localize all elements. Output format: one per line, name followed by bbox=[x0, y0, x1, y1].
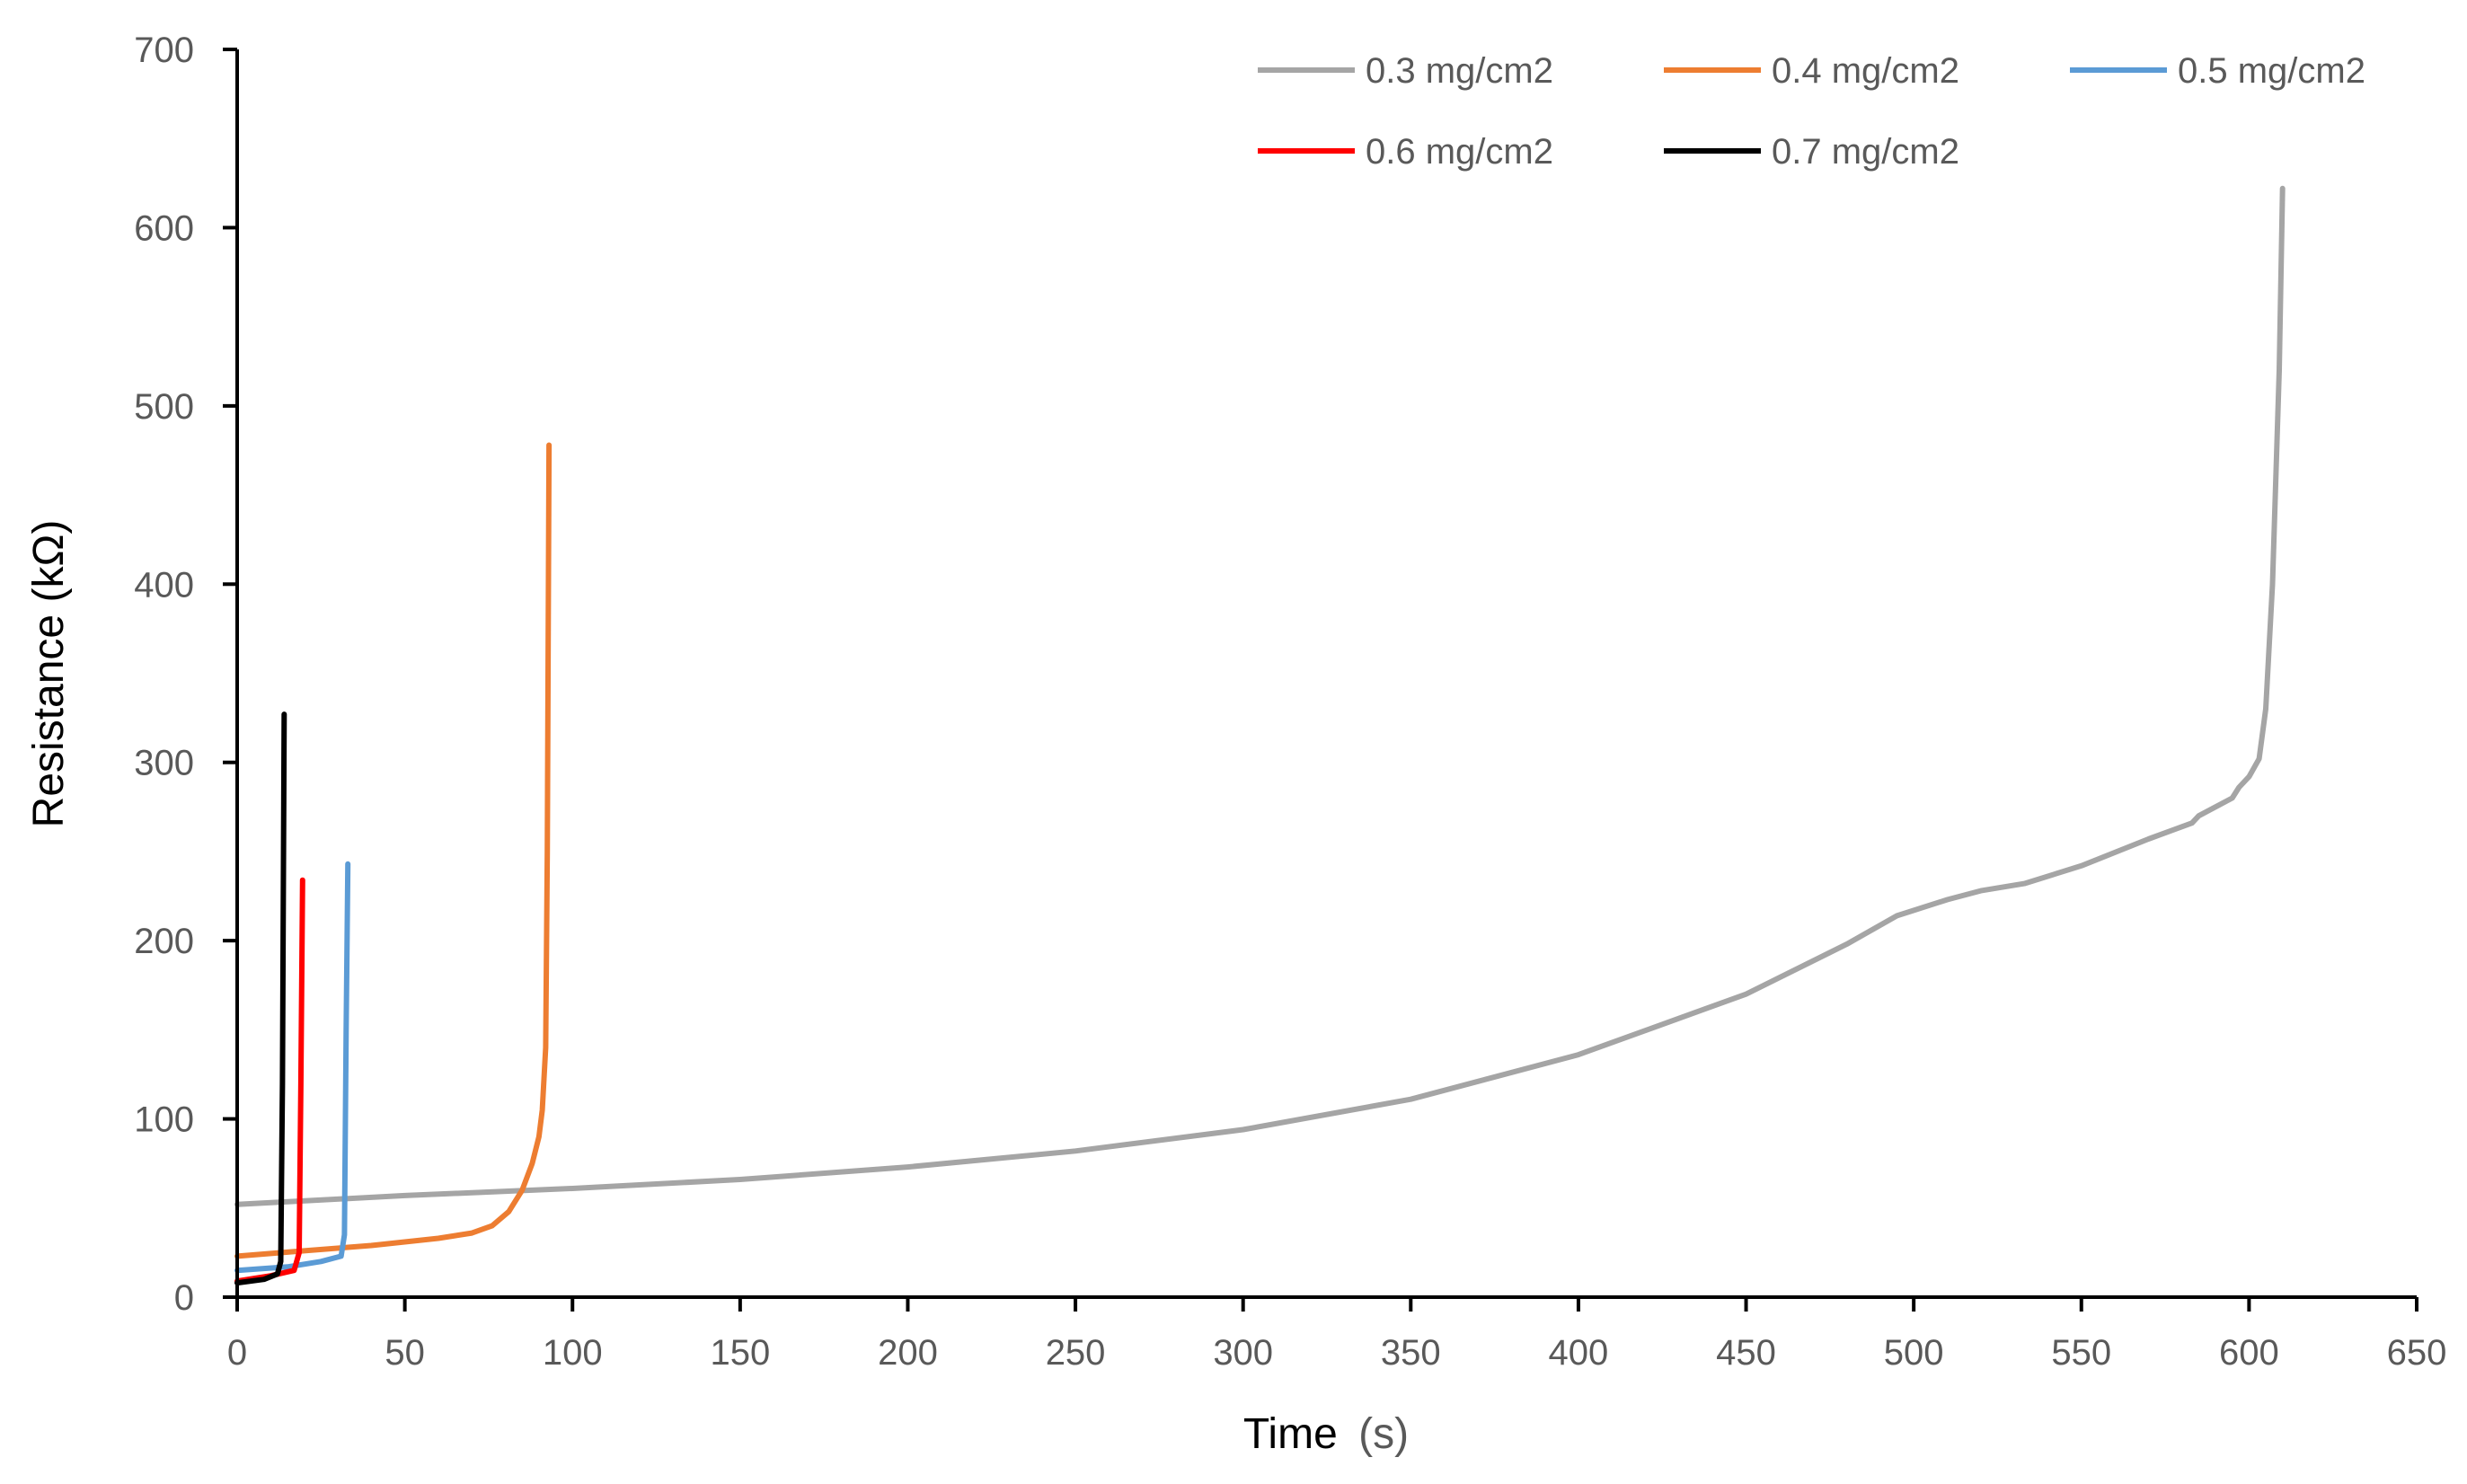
legend-item-0-4-mg-cm2: 0.4 mg/cm2 bbox=[1664, 51, 1959, 91]
x-tick-label: 100 bbox=[543, 1333, 603, 1373]
y-tick-label: 100 bbox=[134, 1100, 194, 1140]
x-tick-label: 550 bbox=[2051, 1333, 2111, 1373]
x-axis-title: Time (s) bbox=[1243, 1410, 1409, 1458]
legend-label: 0.6 mg/cm2 bbox=[1366, 132, 1553, 172]
x-axis-ticks: 0 50 100 150 200 250 300 350 400 450 500 550 600 650 bbox=[227, 1297, 2447, 1373]
legend-label: 0.5 mg/cm2 bbox=[2178, 51, 2365, 91]
legend-label: 0.7 mg/cm2 bbox=[1772, 132, 1959, 172]
x-axis-title-text: Time bbox=[1243, 1410, 1338, 1458]
y-tick-label: 400 bbox=[134, 565, 194, 605]
x-tick-label: 300 bbox=[1213, 1333, 1273, 1373]
series-line-0-5-mg-cm2 bbox=[234, 861, 351, 1274]
legend-label: 0.3 mg/cm2 bbox=[1366, 51, 1553, 91]
y-tick-label: 300 bbox=[134, 744, 194, 783]
x-tick-label: 50 bbox=[385, 1333, 425, 1373]
series-line-0-7-mg-cm2 bbox=[234, 711, 287, 1286]
y-tick-label: 0 bbox=[174, 1278, 194, 1318]
x-tick-label: 600 bbox=[2219, 1333, 2279, 1373]
x-tick-label: 400 bbox=[1549, 1333, 1609, 1373]
axes-layer: 0 100 200 300 400 500 600 700 0 50 100 150 200 250 30… bbox=[134, 31, 2446, 1373]
x-tick-label: 250 bbox=[1046, 1333, 1106, 1373]
y-axis-title: Resistance (kΩ) bbox=[25, 520, 73, 828]
x-tick-label: 500 bbox=[1884, 1333, 1944, 1373]
x-tick-label: 450 bbox=[1716, 1333, 1776, 1373]
legend: 0.3 mg/cm2 0.4 mg/cm2 0.5 mg/cm2 0.6 mg/cm2… bbox=[1258, 51, 2365, 172]
x-tick-label: 0 bbox=[227, 1333, 247, 1373]
legend-item-0-5-mg-cm2: 0.5 mg/cm2 bbox=[2070, 51, 2365, 91]
x-tick-label: 150 bbox=[710, 1333, 770, 1373]
series-line-0-4-mg-cm2 bbox=[234, 442, 553, 1259]
x-tick-label: 200 bbox=[878, 1333, 938, 1373]
series-layer bbox=[234, 185, 2286, 1286]
y-tick-label: 600 bbox=[134, 208, 194, 248]
legend-item-0-7-mg-cm2: 0.7 mg/cm2 bbox=[1664, 132, 1959, 172]
y-axis-ticks: 0 100 200 300 400 500 600 700 bbox=[134, 31, 237, 1318]
x-axis-title-unit: (s) bbox=[1358, 1410, 1409, 1458]
series-line-0-3-mg-cm2 bbox=[234, 185, 2286, 1207]
legend-item-0-6-mg-cm2: 0.6 mg/cm2 bbox=[1258, 132, 1553, 172]
x-tick-label: 350 bbox=[1381, 1333, 1441, 1373]
legend-item-0-3-mg-cm2: 0.3 mg/cm2 bbox=[1258, 51, 1553, 91]
y-tick-label: 700 bbox=[134, 31, 194, 70]
legend-label: 0.4 mg/cm2 bbox=[1772, 51, 1959, 91]
y-tick-label: 200 bbox=[134, 922, 194, 961]
y-tick-label: 500 bbox=[134, 387, 194, 427]
x-tick-label: 650 bbox=[2387, 1333, 2447, 1373]
